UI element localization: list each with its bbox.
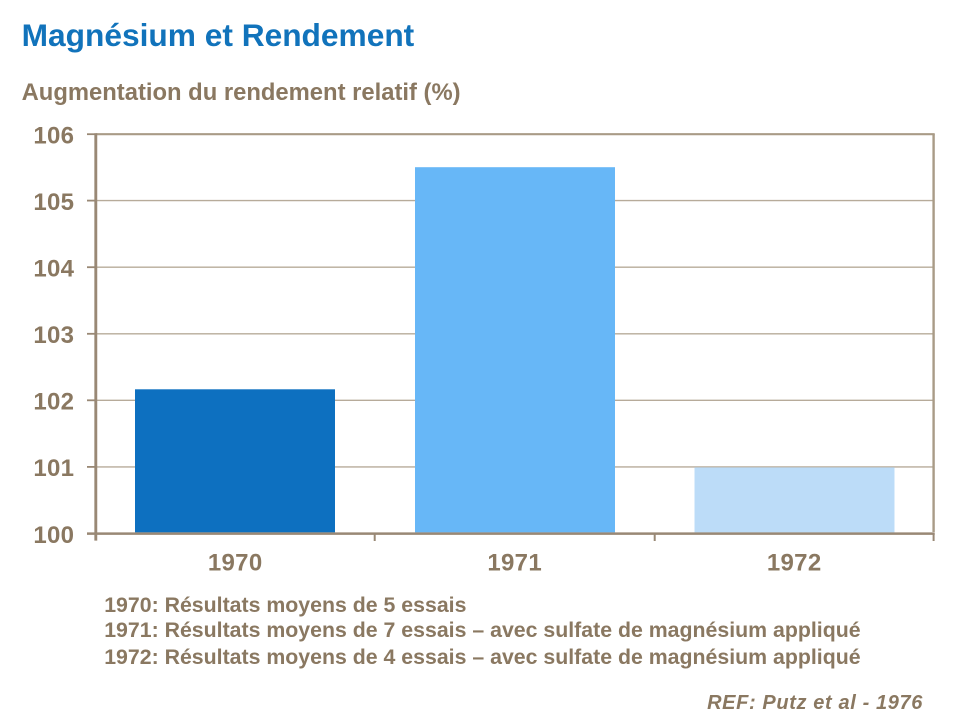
svg-text:101: 101 <box>33 455 74 482</box>
svg-text:104: 104 <box>33 256 74 283</box>
svg-text:100: 100 <box>33 522 74 549</box>
svg-text:102: 102 <box>33 389 74 416</box>
svg-text:103: 103 <box>33 322 74 349</box>
svg-text:105: 105 <box>33 189 74 216</box>
svg-text:106: 106 <box>33 122 74 149</box>
svg-text:1971: 1971 <box>487 550 542 577</box>
svg-text:1970: 1970 <box>208 550 263 577</box>
svg-text:1972: 1972 <box>767 550 822 577</box>
